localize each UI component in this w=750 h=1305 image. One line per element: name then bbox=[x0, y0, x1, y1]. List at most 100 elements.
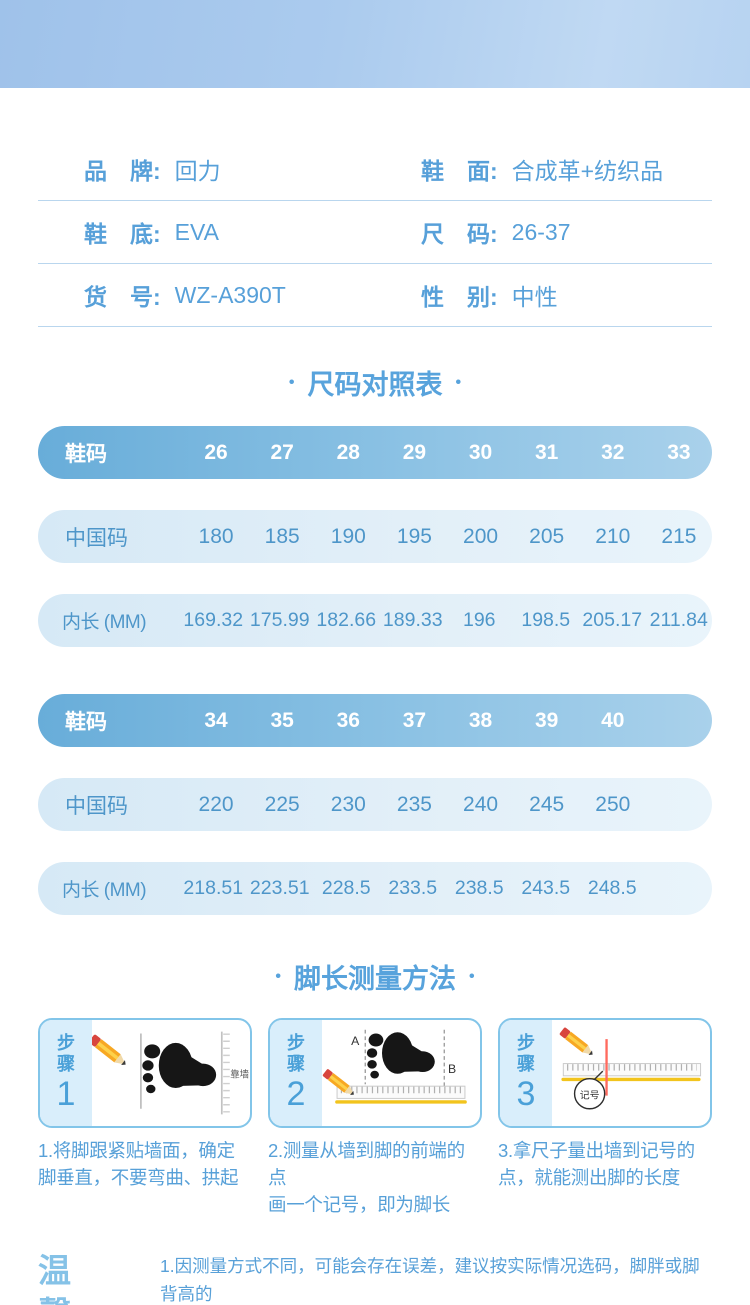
spec-upper: 鞋 面: 合成革+纺织品 bbox=[375, 152, 712, 186]
size-row-values: 34 35 36 37 38 39 40 bbox=[183, 709, 712, 733]
step-2-box: 步骤 2 A B bbox=[268, 1018, 482, 1128]
size-cell: 196 bbox=[462, 609, 496, 631]
size-table-2: 鞋码 34 35 36 37 38 39 40 中国码 220 225 230 235 240 245… bbox=[38, 694, 712, 915]
size-cell: 185 bbox=[264, 524, 300, 548]
size-cell: 169.32 bbox=[183, 609, 244, 631]
size-cell: 37 bbox=[402, 708, 427, 732]
size-cell bbox=[646, 877, 713, 900]
point-a-label: A bbox=[351, 1034, 360, 1048]
size-row-values: 220 225 230 235 240 245 250 bbox=[183, 793, 712, 817]
step-number: 1 bbox=[56, 1074, 76, 1113]
size-chart-title: • 尺码对照表 • bbox=[0, 363, 750, 402]
measurement-title: • 脚长测量方法 • bbox=[0, 957, 750, 996]
tip-item-1: 1.因测量方式不同，可能会存在误差，建议按实际情况选码，脚胖或脚背高的 宝宝建议… bbox=[160, 1256, 700, 1305]
step-word: 步骤 bbox=[56, 1033, 75, 1075]
size-cell: 243.5 bbox=[521, 877, 571, 899]
product-specs: 品 牌: 回力 鞋 面: 合成革+纺织品 鞋 底: EVA 尺 码: 26-37… bbox=[38, 88, 712, 327]
size-cell: 30 bbox=[468, 440, 493, 464]
step-captions: 1.将脚跟紧贴墙面，确定 脚垂直，不要弯曲、拱起 2.测量从墙到脚的前端的点 画… bbox=[38, 1138, 712, 1218]
size-cell: 180 bbox=[198, 524, 234, 548]
size-cell: 223.51 bbox=[249, 877, 310, 899]
ruler-icon bbox=[562, 1063, 702, 1077]
spec-label: 尺 码: bbox=[421, 221, 498, 247]
size-row-label: 中国码 bbox=[65, 794, 128, 818]
size-row-values: 218.51 223.51 228.5 233.5 238.5 243.5 248.5 bbox=[180, 877, 712, 900]
title-dot: • bbox=[455, 373, 462, 391]
pencil-icon bbox=[92, 1034, 126, 1066]
size-cell: 210 bbox=[595, 524, 631, 548]
measure-foot-icon: A B bbox=[322, 1029, 467, 1104]
size-cell: 215 bbox=[661, 524, 697, 548]
spec-value: 回力 bbox=[174, 158, 221, 184]
size-chart-title-text: 尺码对照表 bbox=[307, 370, 443, 400]
size-cell: 189.33 bbox=[382, 609, 443, 631]
size-row-china-size: 中国码 220 225 230 235 240 245 250 bbox=[38, 778, 712, 831]
spec-value: WZ-A390T bbox=[174, 281, 286, 308]
spec-value: 26-37 bbox=[511, 218, 571, 245]
step-3-box: 步骤 3 记 bbox=[498, 1018, 712, 1128]
footprint-icon bbox=[142, 1042, 217, 1094]
size-cell: 32 bbox=[601, 440, 625, 464]
spec-value: EVA bbox=[174, 218, 219, 245]
size-cell: 250 bbox=[595, 792, 631, 816]
size-row-label: 鞋码 bbox=[65, 710, 107, 734]
size-cell: 245 bbox=[529, 792, 565, 816]
step-1-illustration: 靠墙 bbox=[92, 1020, 250, 1126]
size-cell: 31 bbox=[535, 440, 559, 464]
size-cell: 238.5 bbox=[454, 877, 504, 899]
pencil-icon bbox=[322, 1069, 354, 1096]
size-cell: 34 bbox=[204, 708, 228, 732]
spec-row: 鞋 底: EVA 尺 码: 26-37 bbox=[38, 201, 712, 264]
spec-label: 鞋 面: bbox=[421, 158, 498, 184]
size-row-values: 169.32 175.99 182.66 189.33 196 198.5 205.17 21… bbox=[180, 609, 712, 632]
spec-row: 货 号: WZ-A390T 性 别: 中性 bbox=[38, 264, 712, 327]
ruler-icon bbox=[336, 1085, 466, 1099]
spec-value: 合成革+纺织品 bbox=[511, 158, 664, 184]
size-row-values: 26 27 28 29 30 31 32 33 bbox=[183, 441, 712, 465]
size-cell: 198.5 bbox=[521, 609, 571, 631]
spec-brand: 品 牌: 回力 bbox=[38, 152, 375, 186]
size-row-china-size: 中国码 180 185 190 195 200 205 210 215 bbox=[38, 510, 712, 563]
size-cell: 36 bbox=[336, 708, 360, 732]
step-1-box: 步骤 1 bbox=[38, 1018, 252, 1128]
size-row-values: 180 185 190 195 200 205 210 215 bbox=[183, 525, 712, 549]
wall-label: 靠墙 bbox=[230, 1069, 249, 1080]
size-row-inner-length: 内长 (MM) 218.51 223.51 228.5 233.5 238.5 243.5… bbox=[38, 862, 712, 915]
step-3-caption: 3.拿尺子量出墙到记号的 点，就能测出脚的长度 bbox=[498, 1140, 695, 1188]
title-dot: • bbox=[469, 967, 475, 985]
size-cell: 205.17 bbox=[582, 609, 643, 631]
step-word: 步骤 bbox=[516, 1033, 535, 1075]
point-b-label: B bbox=[448, 1062, 456, 1076]
spec-size-range: 尺 码: 26-37 bbox=[375, 215, 712, 249]
spec-label: 性 别: bbox=[421, 284, 498, 310]
mark-circle bbox=[573, 1077, 606, 1110]
size-cell: 211.84 bbox=[649, 609, 708, 631]
sky-banner bbox=[0, 0, 750, 88]
ruler-mark-icon: 记号 bbox=[559, 1027, 702, 1110]
warm-tips-body: 1.因测量方式不同，可能会存在误差，建议按实际情况选码，脚胖或脚背高的 宝宝建议… bbox=[160, 1248, 712, 1305]
size-cell: 38 bbox=[468, 708, 493, 732]
measurement-steps: 步骤 1 bbox=[38, 1018, 712, 1128]
size-cell: 29 bbox=[402, 440, 427, 464]
foot-against-wall-icon: 靠墙 bbox=[92, 1031, 249, 1115]
size-cell: 200 bbox=[463, 524, 499, 548]
spec-row: 品 牌: 回力 鞋 面: 合成革+纺织品 bbox=[38, 138, 712, 201]
spec-label: 品 牌: bbox=[84, 158, 161, 184]
spec-label: 货 号: bbox=[84, 284, 161, 310]
size-row-label: 鞋码 bbox=[65, 442, 107, 466]
footprint-icon bbox=[366, 1032, 435, 1079]
size-cell: 39 bbox=[535, 708, 559, 732]
size-cell: 228.5 bbox=[321, 877, 371, 899]
size-cell: 205 bbox=[529, 524, 565, 548]
size-cell bbox=[646, 709, 712, 733]
size-cell: 182.66 bbox=[316, 609, 377, 631]
size-cell: 28 bbox=[336, 440, 360, 464]
size-cell: 218.51 bbox=[183, 877, 244, 899]
size-row-shoe-size: 鞋码 26 27 28 29 30 31 32 33 bbox=[38, 426, 712, 479]
size-table-1: 鞋码 26 27 28 29 30 31 32 33 中国码 180 185 190 195 200 2… bbox=[38, 426, 712, 647]
spec-sole: 鞋 底: EVA bbox=[38, 215, 375, 249]
warm-tips-heading: 温馨 提示 bbox=[38, 1252, 91, 1305]
step-2-caption: 2.测量从墙到脚的前端的点 画一个记号，即为脚长 bbox=[268, 1140, 465, 1215]
size-cell: 27 bbox=[270, 440, 294, 464]
